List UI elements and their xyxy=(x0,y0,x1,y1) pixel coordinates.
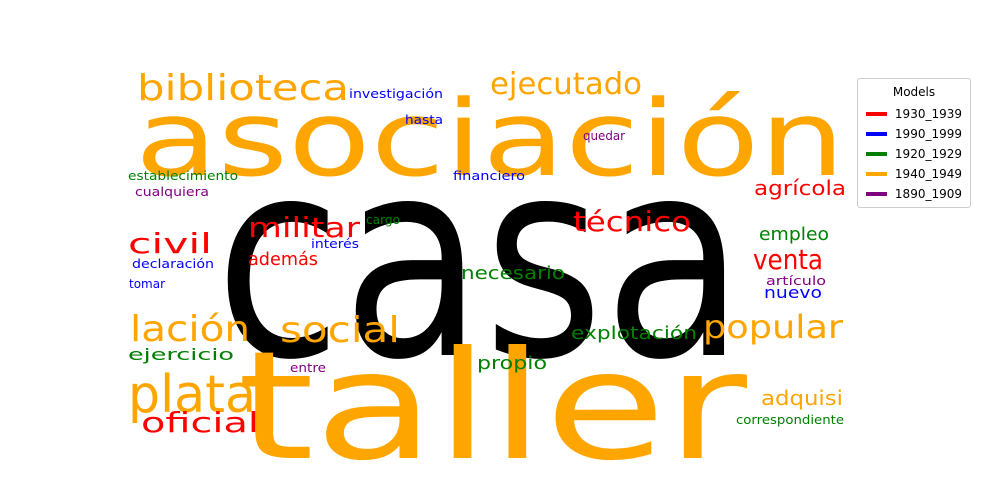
word-cloud-word: cualquiera xyxy=(135,185,209,199)
word-cloud-word: ejercicio xyxy=(128,345,234,364)
legend-entry: 1920_1929 xyxy=(866,144,962,164)
legend-swatch xyxy=(866,132,887,136)
word-cloud-word: adquisi xyxy=(761,386,843,410)
word-cloud-word: investigación xyxy=(349,87,443,101)
word-cloud-word: venta xyxy=(753,243,823,276)
word-cloud-word: establecimiento xyxy=(128,169,238,183)
legend-label: 1920_1929 xyxy=(894,147,962,161)
word-cloud-word: civil xyxy=(128,227,212,260)
word-cloud-word: cargo xyxy=(366,213,400,227)
word-cloud-word: social xyxy=(280,310,400,351)
word-cloud-word: explotación xyxy=(571,323,697,344)
legend-entry: 1940_1949 xyxy=(866,164,962,184)
word-cloud-word: plata xyxy=(128,365,256,425)
word-cloud-word: popular xyxy=(703,308,844,346)
word-cloud-word: lación xyxy=(130,309,250,350)
legend-label: 1990_1999 xyxy=(894,127,962,141)
legend-title: Models xyxy=(892,85,936,99)
word-cloud-word: interés xyxy=(311,237,359,251)
legend-swatch xyxy=(866,172,887,176)
word-cloud-word: casa xyxy=(215,100,745,420)
word-cloud-word: empleo xyxy=(759,224,829,245)
word-cloud-word: asociación xyxy=(135,78,845,200)
legend-swatch xyxy=(866,112,887,116)
word-cloud-word: necesario xyxy=(461,263,565,284)
legend-entry: 1930_1939 xyxy=(866,104,962,124)
word-cloud-word: ejecutado xyxy=(490,67,642,102)
legend-swatch xyxy=(866,152,887,156)
legend: Models 1930_1939 1990_1999 1920_1929 194… xyxy=(857,78,971,208)
word-cloud-word: quedar xyxy=(583,129,625,143)
word-cloud-word: entre xyxy=(290,361,326,375)
word-cloud-word: oficial xyxy=(141,406,259,439)
word-cloud-word: financiero xyxy=(453,169,525,183)
word-cloud-word: además xyxy=(248,249,318,270)
word-cloud-word: militar xyxy=(248,211,361,244)
legend-entry: 1890_1909 xyxy=(866,184,962,204)
word-cloud-word: biblioteca xyxy=(137,68,349,109)
word-cloud-word: nuevo xyxy=(764,283,822,302)
word-cloud-word: tomar xyxy=(129,277,165,291)
word-cloud-word: taller xyxy=(237,320,747,494)
word-cloud-word: correspondiente xyxy=(736,413,844,427)
legend-label: 1930_1939 xyxy=(894,107,962,121)
legend-swatch xyxy=(866,192,887,196)
word-cloud-word: hasta xyxy=(405,113,443,127)
legend-label: 1890_1909 xyxy=(894,187,962,201)
legend-entry: 1990_1999 xyxy=(866,124,962,144)
legend-label: 1940_1949 xyxy=(894,167,962,181)
word-cloud-word: técnico xyxy=(573,205,691,238)
word-cloud-word: propio xyxy=(477,353,547,374)
word-cloud-word: artículo xyxy=(766,274,826,288)
word-cloud-word: declaración xyxy=(132,257,214,271)
word-cloud-word: agrícola xyxy=(754,176,846,200)
